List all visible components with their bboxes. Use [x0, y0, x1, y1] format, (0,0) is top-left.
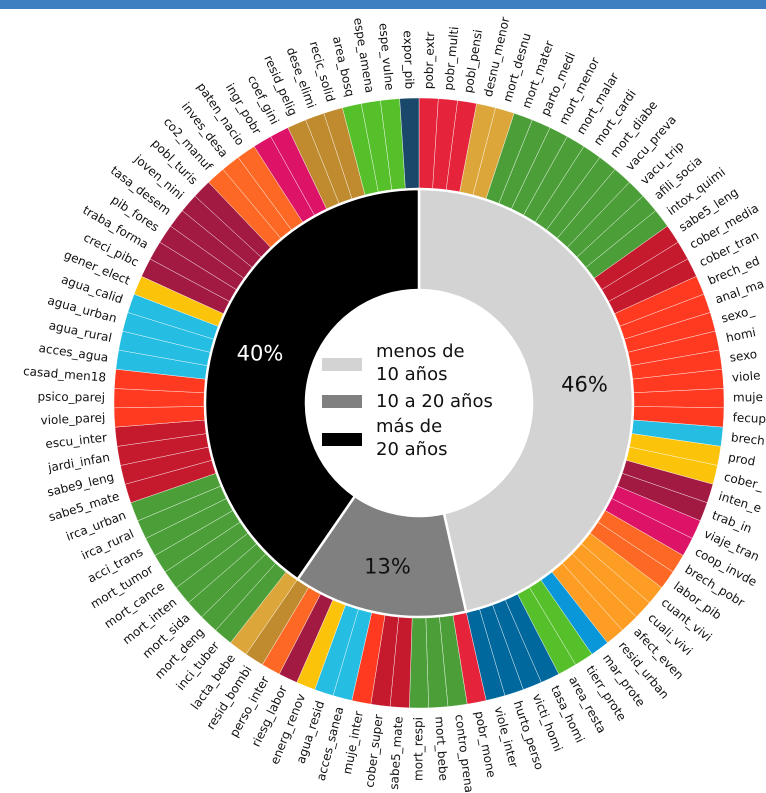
outer-slice-label: prod: [727, 450, 756, 469]
outer-slice-label: escu_inter: [45, 430, 108, 451]
percent-label: 40%: [237, 342, 284, 366]
top-accent-bar: [0, 0, 766, 9]
outer-slice-label: cober_super: [362, 713, 385, 788]
outer-slice-label: casad_men18: [23, 364, 107, 385]
outer-ring: [113, 97, 725, 709]
inner-slice: [417, 187, 635, 614]
legend-swatch: [322, 433, 362, 446]
outer-slice-label: viole_parej: [40, 410, 105, 427]
outer-slice-label: pobr_extr: [421, 31, 437, 89]
percent-label: 13%: [364, 554, 411, 578]
outer-slice-label: contro_prena: [452, 714, 476, 793]
outer-slice-label: mort_bebe: [432, 716, 450, 781]
outer-slice-label: expor_pib: [401, 30, 417, 89]
outer-slice-label: psico_parej: [37, 389, 105, 404]
legend-swatch: [322, 395, 362, 408]
outer-slice-label: sexo: [729, 347, 758, 365]
outer-slice-label: espe_vulne: [376, 22, 396, 91]
inner-ring: [203, 187, 635, 619]
center-hole: [306, 290, 532, 516]
outer-slice-label: fecup: [732, 410, 766, 426]
outer-slice-label: brech: [730, 430, 765, 448]
legend-label: más de: [376, 416, 442, 437]
outer-slice-label: pobl_pensi: [461, 28, 485, 94]
outer-slice-label: cober_: [723, 470, 766, 493]
outer-slice-label: acces_agua: [38, 341, 109, 365]
outer-slice-label: muje: [733, 390, 763, 404]
outer-slice-label: jardi_infan: [46, 450, 111, 475]
outer-slice-label: muje_inter: [340, 710, 366, 776]
outer-slice-label: mort_respi: [412, 717, 426, 781]
legend-label: 20 años: [376, 439, 447, 460]
legend-swatch: [322, 358, 362, 371]
outer-slice-label: pobr_mone: [472, 710, 499, 779]
outer-slice-label: sabe5_mate: [387, 716, 406, 790]
legend-label: menos de: [376, 341, 465, 362]
legend-label: 10 años: [376, 364, 447, 385]
outer-slice-label: viole: [731, 368, 761, 384]
outer-slice-label: homi: [725, 325, 757, 345]
outer-slice-label: pobr_multi: [441, 26, 461, 91]
legend-label: 10 a 20 años: [376, 391, 493, 412]
outer-slice: [409, 616, 429, 709]
percent-labels: 46% 13% 40%: [237, 342, 608, 579]
outer-slice-label: sexo_: [720, 303, 757, 326]
percent-label: 46%: [561, 373, 608, 397]
